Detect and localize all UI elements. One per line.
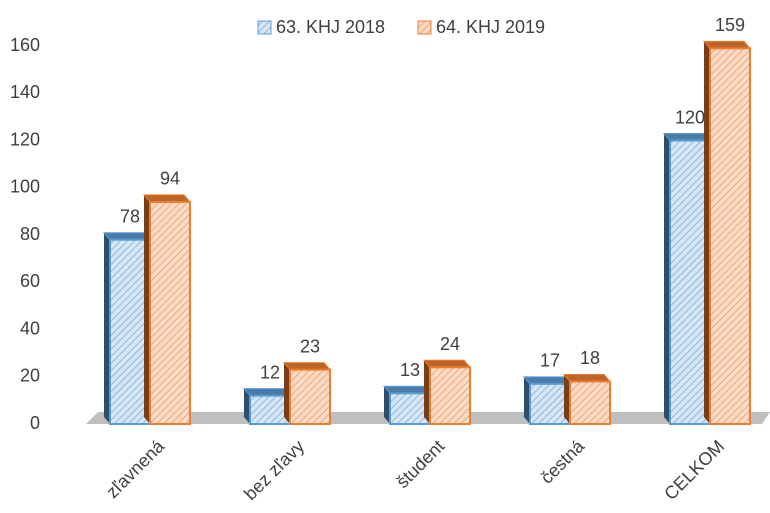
x-tick-label: študent [392, 436, 448, 492]
bar-side [104, 232, 110, 424]
data-label: 17 [540, 351, 560, 371]
bar-side [144, 194, 150, 424]
y-tick-label: 100 [10, 177, 40, 197]
bar-side [424, 360, 430, 424]
bar [149, 200, 191, 425]
bar [429, 366, 471, 425]
bar [109, 238, 151, 425]
bar-top [522, 376, 572, 385]
data-label: 18 [580, 348, 600, 368]
y-tick-label: 0 [30, 413, 40, 433]
data-label: 78 [120, 206, 140, 226]
y-tick-label: 80 [20, 224, 40, 244]
bar [709, 47, 751, 426]
bar [289, 368, 331, 426]
y-tick-label: 20 [20, 366, 40, 386]
y-tick-label: 140 [10, 82, 40, 102]
bar-side [704, 41, 710, 425]
y-tick-label: 120 [10, 129, 40, 149]
data-label: 23 [300, 336, 320, 356]
bar-side [284, 362, 290, 424]
data-label: 12 [260, 362, 280, 382]
bar-side [564, 374, 570, 424]
data-label: 120 [675, 107, 705, 127]
bar-top [702, 40, 752, 49]
data-label: 94 [160, 169, 180, 189]
bar-top [242, 388, 292, 397]
bar-top [382, 385, 432, 394]
legend-swatch [417, 20, 432, 35]
legend-swatch [257, 20, 272, 35]
legend-label: 64. KHJ 2019 [436, 17, 545, 37]
bar-side [384, 386, 390, 424]
bar [389, 392, 431, 426]
y-tick-label: 60 [20, 271, 40, 291]
bar-side [524, 376, 530, 424]
y-tick-label: 160 [10, 35, 40, 55]
data-label: 24 [440, 334, 460, 354]
bar-top [562, 373, 612, 382]
y-tick-label: 40 [20, 318, 40, 338]
x-tick-label: čestná [537, 435, 589, 487]
legend-label: 63. KHJ 2018 [276, 17, 385, 37]
data-label: 159 [715, 15, 745, 35]
bar-top [142, 194, 192, 203]
bar-side [664, 133, 670, 424]
bar [529, 382, 571, 425]
x-tick-label: zľavnená [102, 435, 169, 502]
x-tick-label: bez zľavy [240, 436, 308, 504]
data-label: 13 [400, 360, 420, 380]
bar [569, 380, 611, 426]
bar-top [282, 362, 332, 371]
bar-top [102, 232, 152, 241]
bar [249, 394, 291, 425]
x-tick-label: CELKOM [660, 436, 728, 504]
bar [669, 139, 711, 425]
bar-side [244, 388, 250, 424]
bar-top [422, 359, 472, 368]
bar-top [662, 133, 712, 141]
